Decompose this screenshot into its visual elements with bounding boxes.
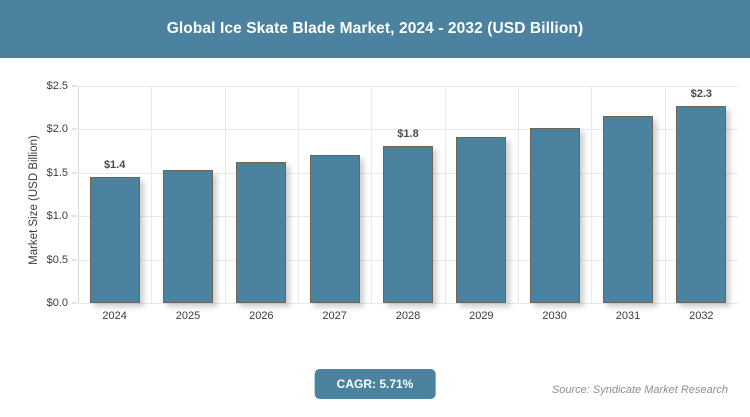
x-axis-tick-label: 2030	[542, 310, 567, 322]
bar-2031[interactable]	[603, 116, 653, 303]
y-axis-tick-mark	[72, 215, 77, 217]
y-axis-tick-mark	[72, 172, 77, 174]
y-axis-line	[78, 86, 79, 304]
source-note: Source: Syndicate Market Research	[551, 384, 728, 396]
y-axis-title: Market Size (USD Billion)	[28, 135, 40, 265]
y-axis-tick-mark	[72, 85, 77, 87]
bar-2028[interactable]	[383, 145, 433, 303]
bar-group[interactable]	[236, 86, 287, 303]
bar-value-label: $1.8	[397, 127, 419, 140]
x-axis-tick-label: 2027	[322, 310, 347, 322]
x-axis-tick-label: 2025	[175, 310, 201, 322]
x-axis-tick-label: 2026	[249, 310, 274, 322]
bar-group[interactable]	[603, 86, 653, 303]
gridline-vertical	[664, 86, 666, 303]
bar-group[interactable]: $1.8	[383, 86, 433, 303]
x-axis-tick-label: 2032	[689, 310, 714, 322]
gridline-vertical	[298, 86, 299, 303]
y-axis-tick-mark	[72, 302, 77, 304]
bar-group[interactable]: $1.4	[89, 86, 140, 303]
bar-2024[interactable]	[89, 177, 140, 303]
gridline-horizontal	[78, 129, 738, 131]
bar-2030[interactable]	[529, 127, 580, 303]
x-axis-tick-label: 2031	[615, 310, 641, 322]
gridline-vertical	[151, 86, 153, 303]
gridline-vertical	[371, 86, 373, 303]
gridline-horizontal	[78, 303, 738, 304]
y-axis-ticks: $0.0 $0.5 $1.0 $1.5 $2.0 $2.5	[0, 0, 78, 417]
y-axis-tick-mark	[72, 259, 77, 261]
y-axis-tick-label: $1.0	[46, 210, 68, 223]
bar-value-label: $2.3	[690, 87, 713, 100]
bar-2032[interactable]	[676, 105, 727, 303]
bar-group[interactable]	[529, 86, 580, 303]
x-axis-tick-label: 2024	[102, 310, 127, 322]
y-axis-tick-label: $2.5	[46, 80, 68, 92]
bar-group[interactable]	[309, 86, 360, 303]
gridline-vertical	[224, 86, 226, 303]
gridline-horizontal	[78, 86, 738, 87]
bar-group[interactable]	[456, 86, 507, 303]
gridline-vertical	[591, 86, 593, 303]
chart-header-band: Global Ice Skate Blade Market, 2024 - 20…	[0, 0, 750, 58]
gridline-vertical	[518, 86, 519, 303]
y-axis-tick-label: $0.0	[46, 297, 68, 309]
x-axis-tick-label: 2029	[469, 310, 494, 322]
y-axis-tick-mark	[72, 128, 77, 130]
cagr-badge: CAGR: 5.71%	[314, 369, 436, 399]
gridline-vertical	[444, 86, 446, 303]
y-axis-tick-label: $0.5	[46, 253, 68, 266]
bar-2029[interactable]	[456, 137, 507, 303]
bar-2027[interactable]	[309, 154, 360, 303]
y-axis-tick-label: $1.5	[46, 166, 68, 179]
bar-value-label: $1.4	[103, 159, 126, 172]
bar-group[interactable]	[163, 86, 213, 303]
bar-group[interactable]: $2.3	[676, 86, 727, 303]
chart-title: Global Ice Skate Blade Market, 2024 - 20…	[166, 20, 584, 37]
x-axis-tick-label: 2028	[395, 310, 421, 322]
bar-2026[interactable]	[236, 162, 287, 303]
bar-2025[interactable]	[163, 170, 213, 303]
plot-area: $1.4 $1.8 $2.3	[78, 86, 738, 304]
y-axis-tick-label: $2.0	[46, 123, 68, 136]
